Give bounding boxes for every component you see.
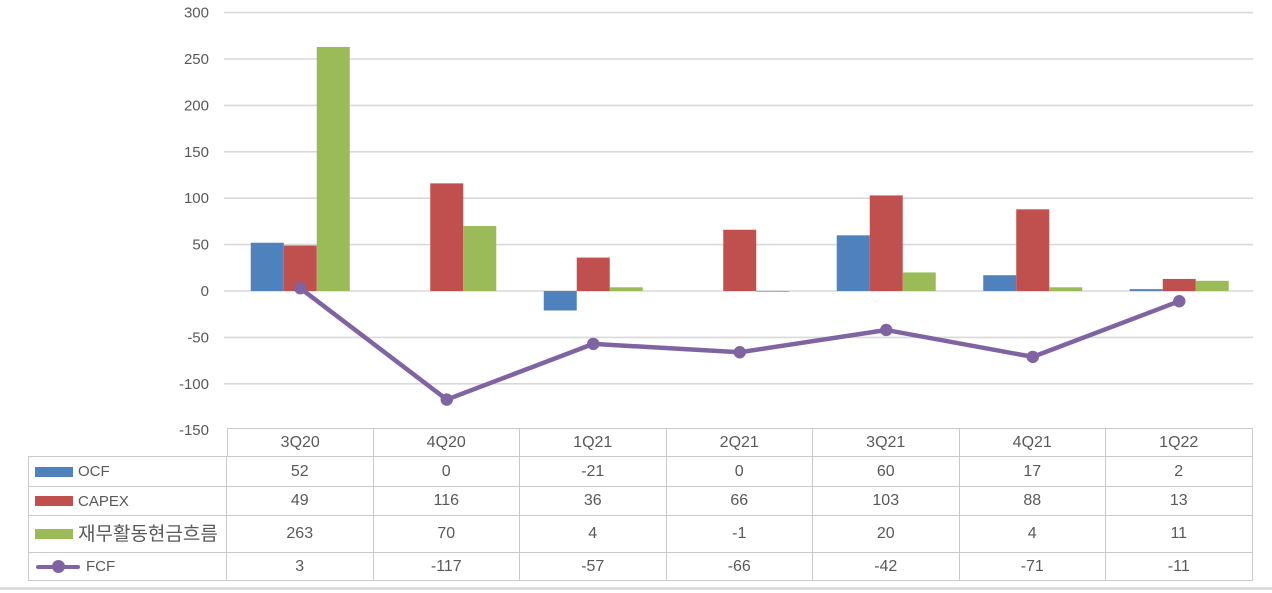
y-axis-tick-label: 200 [184, 97, 209, 114]
bar-재무활동현금흐름 [1195, 280, 1229, 291]
bar-재무활동현금흐름 [609, 287, 643, 291]
table-cell-재무활동현금흐름-4Q20: 70 [373, 515, 520, 552]
table-cell-FCF-1Q21: -57 [520, 552, 667, 581]
table-cell-OCF-1Q21: -21 [520, 456, 667, 486]
table-cell-CAPEX-3Q21: 103 [813, 486, 960, 515]
table-cell-CAPEX-4Q20: 116 [373, 486, 520, 515]
bar-OCF [983, 275, 1017, 291]
table-cell-CAPEX-4Q21: 88 [959, 486, 1106, 515]
column-header-1Q22: 1Q22 [1106, 428, 1253, 456]
table-cell-CAPEX-3Q20: 49 [227, 486, 374, 515]
legend-label-재무활동현금흐름: 재무활동현금흐름 [78, 523, 218, 545]
bar-재무활동현금흐름 [1049, 287, 1083, 291]
column-header-1Q21: 1Q21 [520, 428, 667, 456]
bar-재무활동현금흐름 [902, 272, 936, 291]
y-axis-tick-label: 300 [184, 5, 209, 22]
bar-CAPEX [869, 195, 903, 291]
legend-swatch-재무활동현금흐름 [35, 529, 73, 539]
bar-OCF [1129, 289, 1163, 291]
legend-label-FCF: FCF [86, 558, 116, 575]
column-header-2Q21: 2Q21 [666, 428, 813, 456]
table-cell-OCF-4Q21: 17 [959, 456, 1106, 486]
y-axis-tick-label: 0 [201, 283, 209, 300]
table-cell-FCF-3Q21: -42 [813, 552, 960, 581]
line-marker-FCF [440, 393, 453, 406]
line-marker-FCF [880, 323, 893, 337]
table-cell-FCF-4Q20: -117 [373, 552, 520, 581]
table-cell-OCF-2Q21: 0 [666, 456, 813, 486]
line-marker-FCF [1173, 295, 1186, 308]
table-cell-OCF-4Q20: 0 [373, 456, 520, 486]
table-cell-FCF-4Q21: -71 [959, 552, 1106, 581]
table-cell-재무활동현금흐름-3Q21: 20 [813, 515, 960, 552]
table-cell-FCF-1Q22: -11 [1106, 552, 1253, 581]
y-axis-tick-label: 50 [192, 237, 209, 254]
y-axis-tick-label: 100 [184, 190, 209, 207]
bar-OCF [250, 242, 284, 291]
column-header-4Q21: 4Q21 [959, 428, 1106, 456]
line-marker-FCF [733, 346, 746, 359]
bar-재무활동현금흐름 [463, 226, 497, 291]
line-marker-FCF [587, 337, 600, 351]
column-header-4Q20: 4Q20 [373, 428, 520, 456]
bar-재무활동현금흐름 [316, 46, 350, 291]
table-cell-OCF-3Q21: 60 [813, 456, 960, 486]
bar-OCF [543, 291, 577, 311]
y-axis-tick-label: 250 [184, 51, 209, 68]
table-cell-CAPEX-1Q21: 36 [520, 486, 667, 515]
y-axis-tick-label: 150 [184, 144, 209, 161]
column-header-3Q21: 3Q21 [813, 428, 960, 456]
line-marker-FCF [1026, 350, 1039, 364]
legend-item-CAPEX: CAPEX [28, 486, 227, 515]
table-header-row: 3Q20 4Q20 1Q21 2Q21 3Q21 4Q21 1Q22 [227, 428, 1253, 456]
table-row-OCF: OCF 52 0 -21 0 60 17 2 [28, 456, 1253, 486]
table-cell-CAPEX-1Q22: 13 [1106, 486, 1253, 515]
table-cell-OCF-3Q20: 52 [227, 456, 374, 486]
column-header-3Q20: 3Q20 [227, 428, 374, 456]
line-marker-FCF [294, 282, 307, 295]
table-row-FCF: FCF 3 -117 -57 -66 -42 -71 -11 [28, 552, 1253, 581]
legend-marker-icon [52, 560, 65, 573]
table-cell-재무활동현금흐름-2Q21: -1 [666, 515, 813, 552]
table-cell-재무활동현금흐름-4Q21: 4 [959, 515, 1106, 552]
legend-label-OCF: OCF [78, 463, 110, 480]
table-cell-FCF-3Q20: 3 [227, 552, 374, 581]
legend-item-재무활동현금흐름: 재무활동현금흐름 [28, 515, 227, 552]
bar-재무활동현금흐름 [756, 291, 790, 292]
legend-label-CAPEX: CAPEX [78, 492, 129, 510]
bar-CAPEX [1016, 209, 1050, 291]
legend-item-OCF: OCF [28, 456, 227, 486]
table-row-CAPEX: CAPEX 49 116 36 66 103 88 13 [28, 486, 1253, 515]
legend-line-swatch-FCF [35, 560, 81, 573]
y-axis-tick-label: -50 [187, 329, 209, 346]
bar-CAPEX [430, 183, 464, 291]
table-cell-재무활동현금흐름-1Q21: 4 [520, 515, 667, 552]
table-cell-재무활동현금흐름-3Q20: 263 [227, 515, 374, 552]
table-cell-재무활동현금흐름-1Q22: 11 [1106, 515, 1253, 552]
table-cell-OCF-1Q22: 2 [1106, 456, 1253, 486]
table-cell-FCF-2Q21: -66 [666, 552, 813, 581]
bar-OCF [836, 235, 870, 291]
legend-swatch-CAPEX [35, 496, 73, 506]
bar-CAPEX [723, 229, 757, 291]
bar-CAPEX [576, 257, 610, 291]
y-axis-tick-label: -100 [179, 376, 209, 393]
legend-item-FCF: FCF [28, 552, 227, 581]
legend-swatch-OCF [35, 466, 73, 477]
table-cell-CAPEX-2Q21: 66 [666, 486, 813, 515]
table-row-재무활동현금흐름: 재무활동현금흐름 263 70 4 -1 20 4 11 [28, 515, 1253, 552]
bar-CAPEX [1162, 278, 1196, 291]
y-axis-tick-label: -150 [179, 422, 209, 439]
